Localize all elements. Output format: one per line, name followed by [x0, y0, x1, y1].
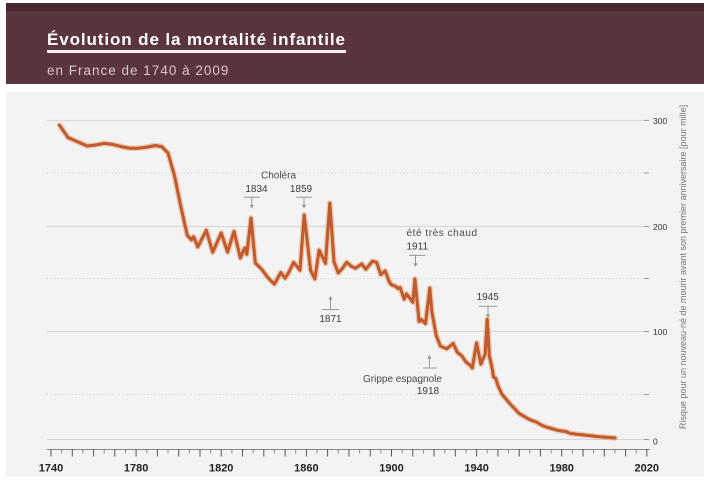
svg-text:1820: 1820 — [209, 463, 233, 475]
svg-text:Grippe espagnole: Grippe espagnole — [363, 374, 442, 385]
svg-text:1859: 1859 — [290, 184, 313, 195]
svg-text:0: 0 — [653, 437, 658, 447]
svg-text:1945: 1945 — [477, 292, 500, 303]
svg-text:Choléra: Choléra — [261, 171, 296, 182]
svg-text:1918: 1918 — [417, 386, 440, 397]
svg-text:1740: 1740 — [39, 463, 63, 475]
svg-text:1834: 1834 — [245, 184, 268, 195]
svg-text:1860: 1860 — [294, 463, 318, 475]
svg-text:1980: 1980 — [549, 463, 573, 475]
svg-text:1911: 1911 — [407, 242, 429, 253]
svg-text:300: 300 — [653, 116, 667, 126]
svg-text:1871: 1871 — [319, 314, 342, 325]
svg-text:Risque pour un nouveau-né de m: Risque pour un nouveau-né de mourir avan… — [678, 105, 688, 429]
svg-text:été très chaud: été très chaud — [407, 228, 478, 239]
svg-text:2020: 2020 — [635, 463, 659, 475]
svg-text:1780: 1780 — [124, 463, 148, 475]
svg-text:1940: 1940 — [464, 463, 488, 475]
svg-text:100: 100 — [653, 327, 667, 337]
svg-text:200: 200 — [653, 222, 667, 232]
svg-text:1900: 1900 — [379, 463, 403, 475]
